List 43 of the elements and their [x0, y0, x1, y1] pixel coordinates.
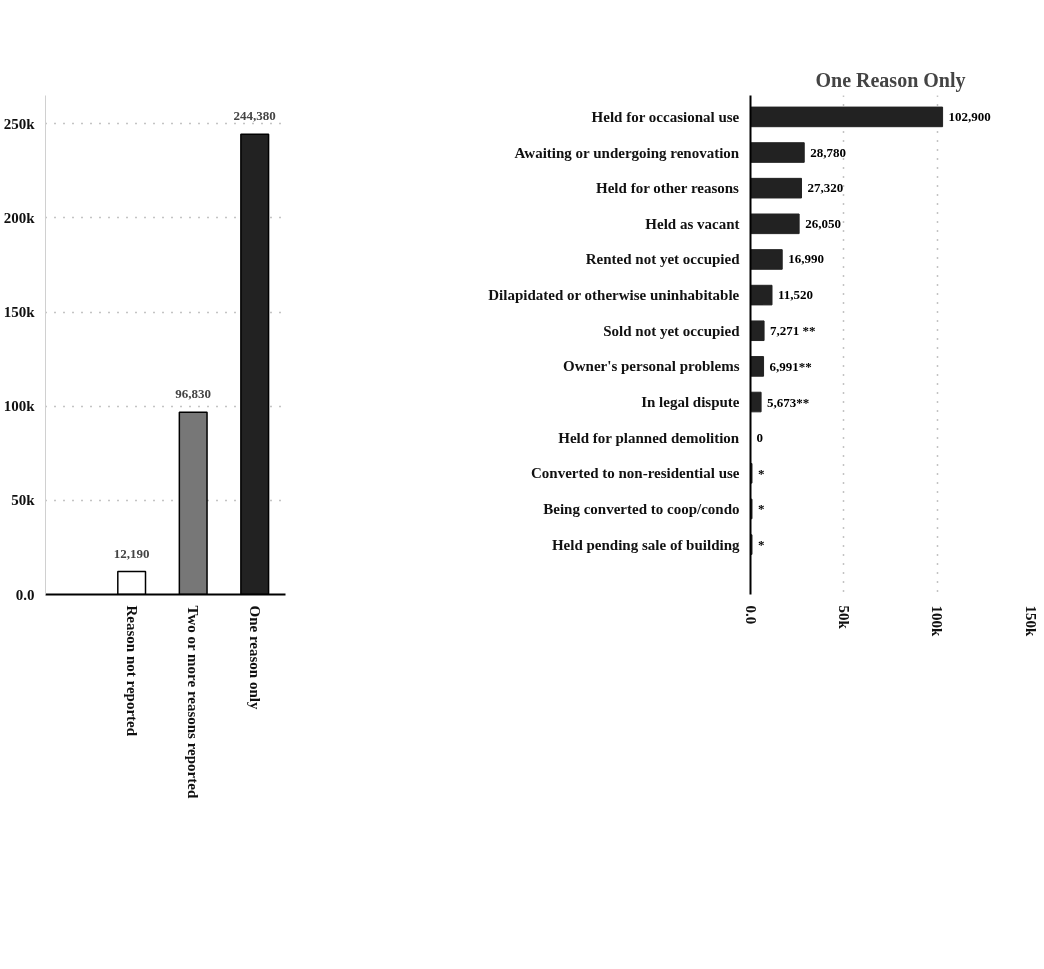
x-tick-label: One reason only	[246, 605, 263, 710]
y-tick-label: 250k	[3, 115, 36, 132]
data-label: *	[757, 501, 765, 517]
data-label: 27,320	[807, 180, 844, 196]
x-tick-label: Reason not reported	[123, 605, 140, 737]
data-label: 11,520	[778, 287, 814, 303]
x-tick-label: 150k	[1022, 605, 1039, 637]
data-label: 7,271 **	[770, 323, 816, 339]
data-label: 12,190	[113, 545, 150, 561]
x-tick-label: 0.0	[742, 605, 759, 625]
data-label: 0	[756, 429, 763, 445]
y-tick-label: Being converted to coop/condo	[543, 500, 740, 517]
y-tick-label: 0.0	[15, 586, 35, 603]
data-label: 26,050	[805, 215, 841, 231]
y-tick-label: Dilapidated or otherwise uninhabitable	[488, 287, 740, 304]
y-tick-label: 150k	[3, 304, 36, 321]
y-tick-label: Owner's personal problems	[563, 358, 740, 375]
y-tick-label: Held for other reasons	[596, 180, 740, 197]
y-tick-label: Held pending sale of building	[551, 536, 740, 553]
y-tick-label: Converted to non-residential use	[531, 465, 740, 482]
data-label: 28,780	[810, 144, 846, 160]
data-label: 96,830	[175, 386, 212, 402]
y-tick-label: 100k	[3, 398, 36, 415]
y-tick-label: In legal dispute	[641, 394, 740, 411]
data-label: *	[757, 465, 765, 481]
y-tick-label: Held for planned demolition	[558, 429, 740, 446]
x-tick-label: 50k	[835, 605, 852, 630]
x-tick-label: 100k	[929, 605, 946, 637]
x-tick-label: Two or more reasons reported	[185, 605, 202, 799]
data-label: 5,673**	[767, 394, 810, 410]
y-tick-label: Sold not yet occupied	[603, 322, 741, 339]
data-label: 244,380	[233, 108, 276, 124]
y-tick-label: Rented not yet occupied	[585, 251, 741, 268]
y-tick-label: Held for occasional use	[591, 108, 740, 125]
data-label: 16,990	[788, 251, 824, 267]
y-tick-label: Held as vacant	[645, 215, 740, 232]
data-label: 102,900	[948, 108, 991, 124]
y-tick-label: 200k	[3, 209, 36, 226]
chart-title: One Reason Only	[815, 68, 966, 92]
data-label: 6,991**	[769, 358, 812, 374]
data-label: *	[757, 537, 765, 553]
y-tick-label: Awaiting or undergoing renovation	[514, 144, 740, 161]
y-tick-label: 50k	[11, 492, 36, 509]
